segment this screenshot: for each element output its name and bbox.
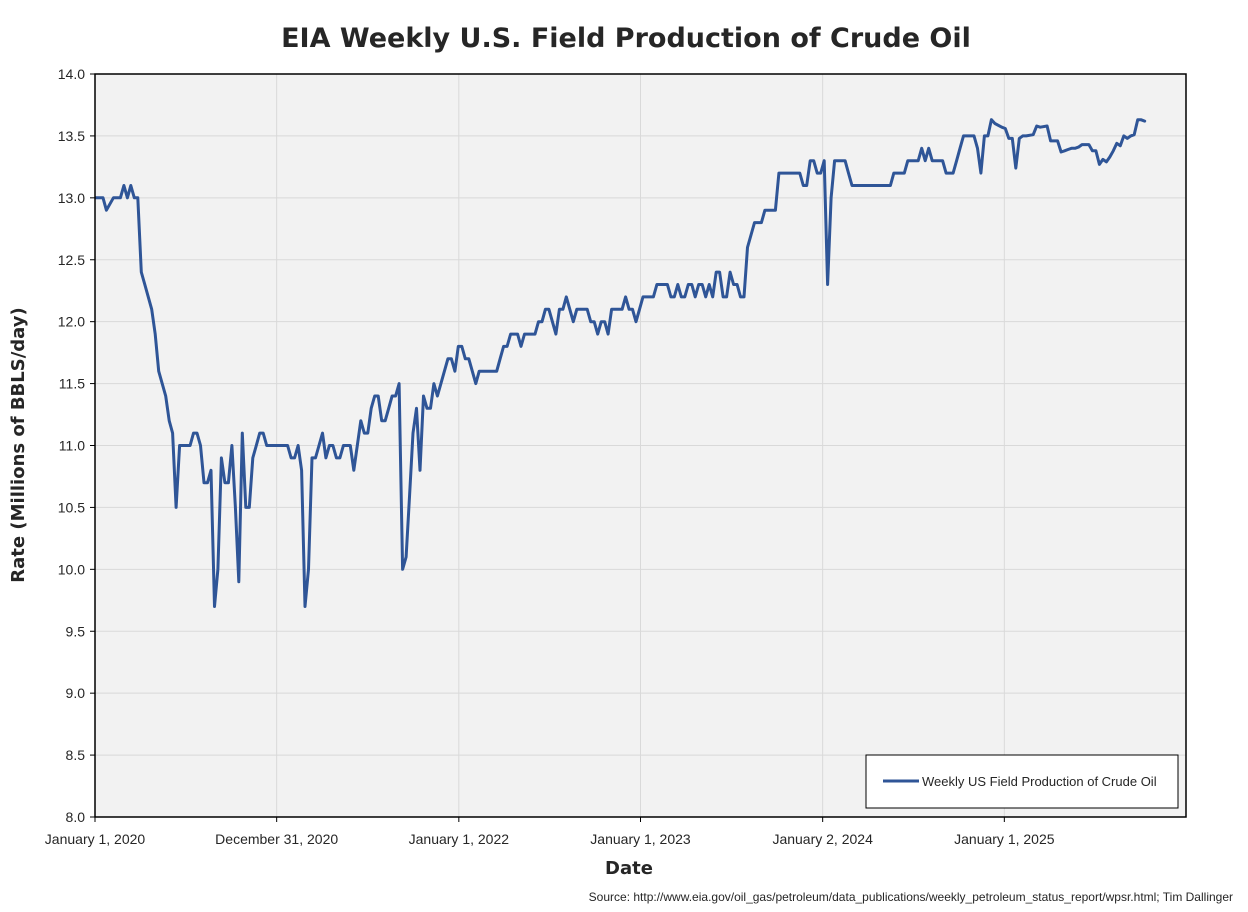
x-tick-label: January 1, 2023 — [590, 831, 691, 847]
x-axis-ticks: January 1, 2020 December 31, 2020 January … — [45, 817, 1055, 847]
y-axis-ticks: 8.0 8.5 9.0 9.5 10.0 10.5 11.0 11.5 12.0 12.5 13.0… — [58, 66, 95, 825]
chart-title: EIA Weekly U.S. Field Production of Crud… — [281, 23, 971, 54]
source-note: Source: http://www.eia.gov/oil_gas/petro… — [589, 890, 1233, 904]
y-tick-label: 8.0 — [66, 809, 86, 825]
legend: Weekly US Field Production of Crude Oil — [865, 754, 1179, 809]
y-tick-label: 12.0 — [58, 314, 85, 330]
y-tick-label: 8.5 — [66, 747, 86, 763]
y-tick-label: 13.5 — [58, 128, 85, 144]
y-tick-label: 10.0 — [58, 561, 85, 577]
x-tick-label: January 1, 2025 — [954, 831, 1055, 847]
y-tick-label: 9.5 — [66, 623, 86, 639]
y-tick-label: 9.0 — [66, 685, 86, 701]
x-tick-label: January 2, 2024 — [772, 831, 873, 847]
series-layer — [94, 118, 1147, 608]
x-tick-label: January 1, 2020 — [45, 831, 146, 847]
y-tick-label: 12.5 — [58, 252, 85, 268]
y-tick-label: 14.0 — [58, 66, 85, 82]
series-line — [94, 118, 1147, 608]
y-tick-label: 10.5 — [58, 499, 85, 515]
legend-label: Weekly US Field Production of Crude Oil — [922, 774, 1157, 789]
y-tick-label: 11.5 — [59, 376, 85, 392]
x-tick-label: January 1, 2022 — [409, 831, 510, 847]
x-axis-title: Date — [605, 858, 653, 879]
x-tick-label: December 31, 2020 — [215, 831, 338, 847]
y-axis-title: Rate (Millions of BBLS/day) — [8, 307, 29, 582]
y-tick-label: 13.0 — [58, 190, 85, 206]
y-tick-label: 11.0 — [59, 438, 85, 454]
